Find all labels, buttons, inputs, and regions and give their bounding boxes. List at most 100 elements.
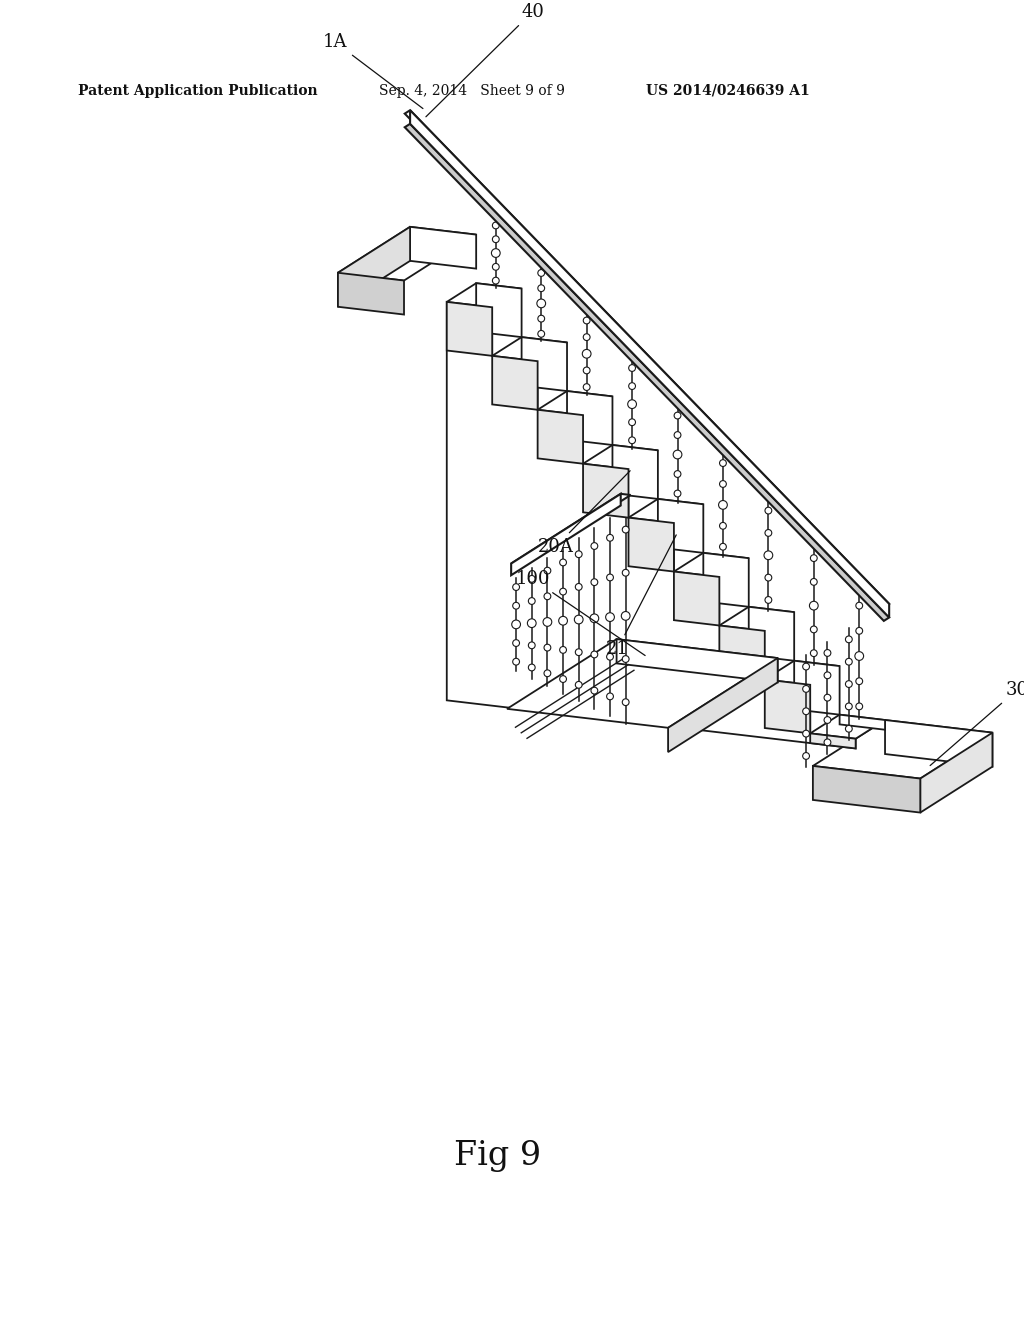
Circle shape	[606, 535, 613, 541]
Circle shape	[560, 676, 566, 682]
Polygon shape	[612, 697, 791, 727]
Polygon shape	[410, 111, 889, 618]
Polygon shape	[338, 227, 476, 281]
Circle shape	[560, 589, 566, 595]
Polygon shape	[629, 499, 703, 523]
Circle shape	[764, 550, 773, 560]
Polygon shape	[446, 302, 856, 748]
Polygon shape	[921, 733, 992, 813]
Circle shape	[528, 598, 536, 605]
Polygon shape	[630, 697, 791, 734]
Polygon shape	[410, 227, 476, 269]
Text: 30: 30	[930, 681, 1024, 766]
Circle shape	[824, 649, 830, 656]
Circle shape	[629, 418, 636, 425]
Circle shape	[591, 651, 598, 657]
Circle shape	[628, 400, 637, 408]
Circle shape	[824, 694, 830, 701]
Circle shape	[528, 642, 536, 648]
Circle shape	[719, 500, 727, 510]
Circle shape	[543, 618, 552, 626]
Circle shape	[846, 659, 852, 665]
Circle shape	[544, 644, 551, 651]
Polygon shape	[810, 734, 856, 748]
Polygon shape	[338, 273, 404, 314]
Polygon shape	[561, 671, 722, 708]
Circle shape	[674, 471, 681, 478]
Polygon shape	[493, 356, 538, 409]
Text: Fig 9: Fig 9	[454, 1140, 541, 1172]
Circle shape	[575, 583, 582, 590]
Polygon shape	[765, 680, 810, 734]
Circle shape	[606, 574, 613, 581]
Circle shape	[513, 602, 519, 609]
Text: US 2014/0246639 A1: US 2014/0246639 A1	[646, 83, 810, 98]
Circle shape	[538, 315, 545, 322]
Circle shape	[584, 367, 590, 374]
Circle shape	[544, 669, 551, 677]
Circle shape	[574, 615, 583, 624]
Polygon shape	[507, 639, 777, 727]
Circle shape	[623, 569, 629, 576]
Circle shape	[765, 529, 772, 536]
Polygon shape	[630, 704, 808, 734]
Circle shape	[538, 285, 545, 292]
Polygon shape	[595, 690, 773, 721]
Polygon shape	[476, 284, 521, 337]
Circle shape	[846, 726, 852, 733]
Polygon shape	[840, 714, 885, 730]
Circle shape	[856, 602, 862, 609]
Polygon shape	[646, 704, 808, 741]
Text: Patent Application Publication: Patent Application Publication	[78, 83, 317, 98]
Polygon shape	[544, 664, 705, 701]
Circle shape	[810, 578, 817, 585]
Polygon shape	[719, 626, 765, 680]
Polygon shape	[583, 463, 629, 517]
Circle shape	[674, 412, 681, 418]
Polygon shape	[703, 553, 749, 607]
Circle shape	[560, 560, 566, 566]
Text: 20A: 20A	[538, 471, 630, 556]
Circle shape	[720, 459, 726, 466]
Polygon shape	[567, 391, 612, 445]
Circle shape	[591, 578, 598, 586]
Circle shape	[810, 649, 817, 656]
Polygon shape	[511, 494, 621, 576]
Circle shape	[803, 663, 810, 671]
Circle shape	[493, 236, 499, 243]
Circle shape	[629, 383, 636, 389]
Circle shape	[856, 677, 862, 685]
Polygon shape	[544, 671, 722, 701]
Polygon shape	[595, 684, 757, 721]
Circle shape	[584, 384, 590, 391]
Circle shape	[575, 649, 582, 656]
Circle shape	[674, 432, 681, 438]
Circle shape	[591, 688, 598, 694]
Polygon shape	[561, 677, 739, 708]
Polygon shape	[885, 719, 992, 767]
Circle shape	[824, 672, 830, 678]
Polygon shape	[446, 284, 521, 308]
Polygon shape	[795, 661, 840, 714]
Polygon shape	[612, 690, 773, 727]
Text: Sep. 4, 2014   Sheet 9 of 9: Sep. 4, 2014 Sheet 9 of 9	[379, 83, 565, 98]
Circle shape	[856, 704, 862, 710]
Polygon shape	[579, 684, 757, 714]
Circle shape	[528, 664, 536, 671]
Circle shape	[846, 636, 852, 643]
Circle shape	[493, 222, 499, 228]
Polygon shape	[629, 517, 674, 572]
Circle shape	[538, 269, 545, 276]
Polygon shape	[579, 677, 739, 714]
Circle shape	[803, 708, 810, 714]
Circle shape	[674, 490, 681, 496]
Circle shape	[575, 681, 582, 688]
Circle shape	[584, 317, 590, 323]
Circle shape	[590, 614, 599, 623]
Polygon shape	[668, 659, 777, 752]
Circle shape	[673, 450, 682, 459]
Circle shape	[575, 550, 582, 557]
Polygon shape	[583, 445, 657, 469]
Polygon shape	[749, 607, 795, 661]
Circle shape	[583, 350, 591, 358]
